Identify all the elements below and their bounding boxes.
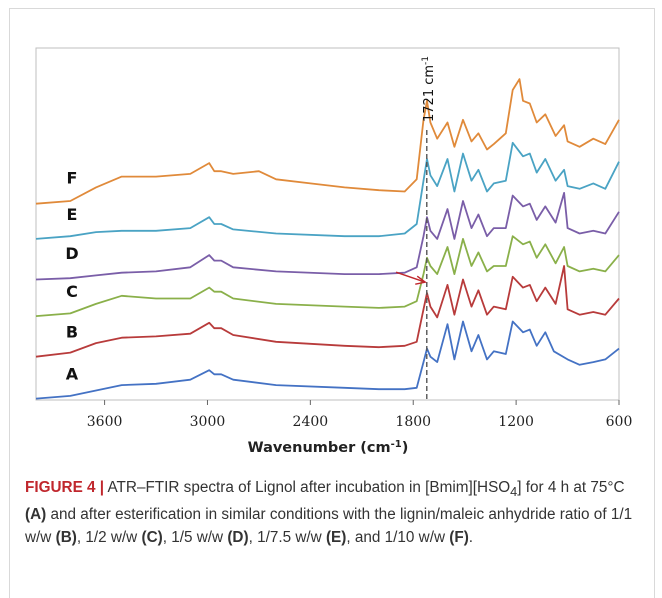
caption-text-5: , 1/5 w/w [162,529,228,547]
spectra-chart: A B CD EF 3600 3000 2400 1800 1200 600 1721 cm-1… [35,47,633,456]
series-label-E: E [67,205,78,224]
plot-area [35,47,620,401]
x-tick-label: 3600 [87,414,123,430]
x-tick-label: 600 [606,414,633,430]
series-label-A: A [66,365,79,384]
caption-ref-a: (A) [25,506,47,524]
series-line-F [35,78,620,205]
x-ticks-group: 3600 3000 2400 1800 1200 600 [87,400,633,430]
traces-group: A B CD EF [35,78,620,400]
series-line-C [35,235,620,317]
annotation-group: 1721 cm-1 [395,56,437,400]
figure-label: FIGURE 4 | [25,479,105,496]
series-line-D [35,192,620,281]
series-line-B [35,265,620,358]
caption-ref-c: (C) [141,529,163,547]
series-line-E [35,141,620,240]
figure-frame [9,8,655,598]
caption-text-1: ATR–FTIR spectra of Lignol after incubat… [104,479,511,496]
series-label-D: D [65,244,78,263]
x-axis-label: Wavenumber (cm-1) [248,439,409,456]
caption-text-4: , 1/2 w/w [76,529,142,547]
caption-text-2: ] for 4 h at 75°C [517,479,625,496]
caption-ref-f: (F) [449,529,469,547]
caption-ref-e: (E) [325,529,347,547]
x-tick-label: 3000 [190,414,226,430]
caption-text-8: . [468,529,474,547]
arrow-head [415,275,427,285]
x-tick-label: 1800 [395,414,431,430]
series-label-F: F [67,168,78,187]
annotation-label: 1721 cm-1 [421,56,437,122]
caption-ref-d: (D) [227,529,249,547]
caption-text-7: , and 1/10 w/w [346,529,450,547]
x-tick-label: 2400 [293,414,329,430]
series-label-B: B [66,323,78,342]
series-label-C: C [66,282,78,301]
figure-caption: FIGURE 4 | ATR–FTIR spectra of Lignol af… [25,476,635,549]
caption-sub-4: 4 [510,484,518,500]
caption-text-6: , 1/7.5 w/w [248,529,326,547]
caption-text-3: and after esterification in similar cond… [25,506,633,547]
caption-ref-b: (B) [55,529,77,547]
x-tick-label: 1200 [498,414,534,430]
series-line-A [35,320,620,400]
arrow-shaft [395,271,426,283]
